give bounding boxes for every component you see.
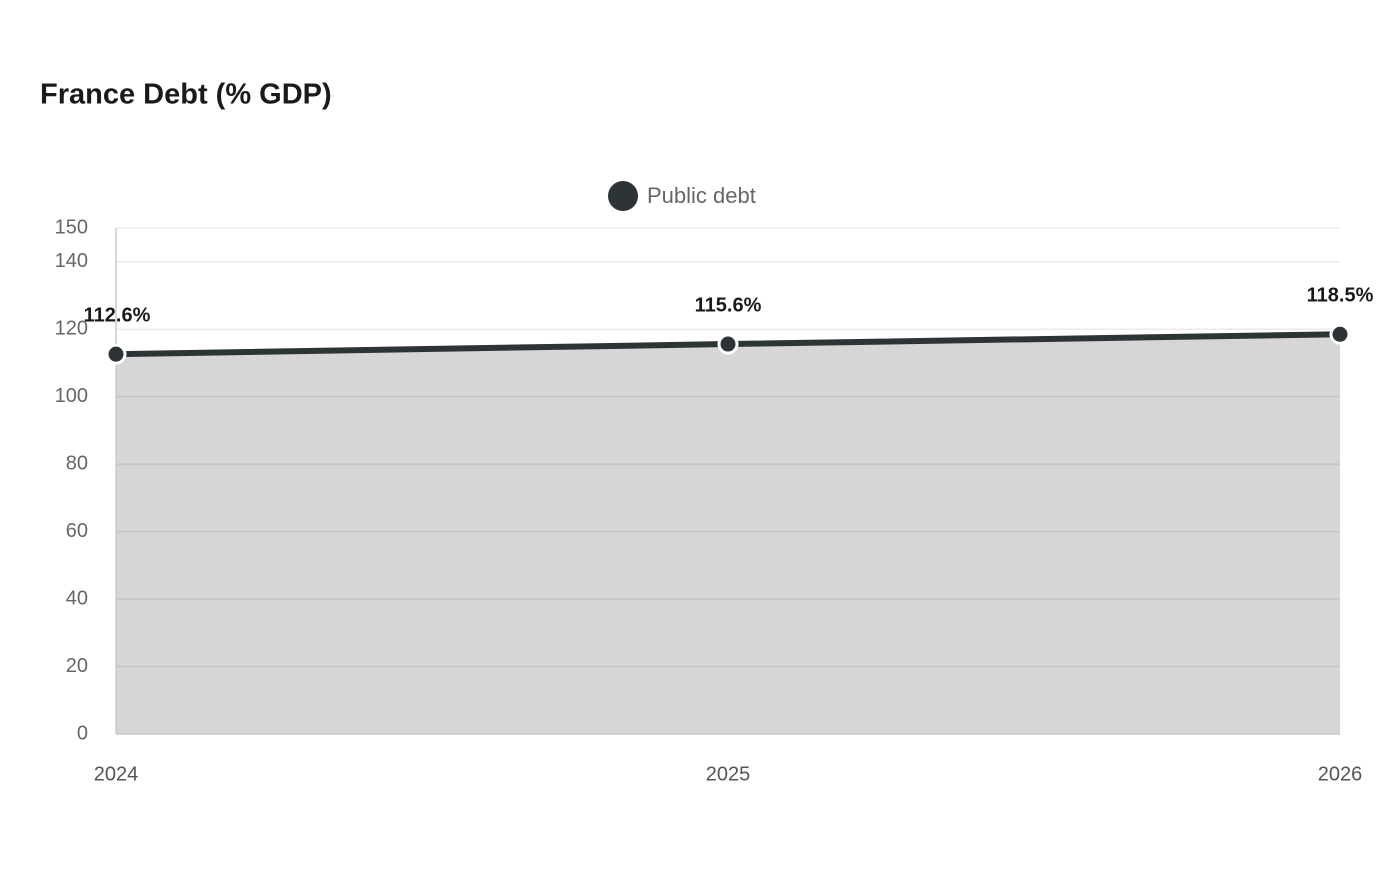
value-label: 115.6% (695, 294, 762, 316)
point (1329, 323, 1351, 345)
point (105, 343, 127, 365)
value-label: 118.5% (1307, 285, 1374, 307)
legend-label: Public debt (647, 183, 756, 208)
y-tick-label: 60 (66, 520, 88, 542)
y-tick-label: 0 (77, 722, 88, 744)
y-tick-label: 20 (66, 655, 88, 677)
y-tick-label: 140 (55, 250, 88, 272)
x-tick-label: 2026 (1318, 763, 1363, 785)
chart-title: France Debt (% GDP) (40, 79, 332, 111)
value-label: 112.6% (84, 304, 151, 326)
y-tick-label: 120 (55, 317, 88, 339)
x-tick-label: 2025 (706, 763, 751, 785)
x-tick-label: 2024 (94, 763, 139, 785)
point (717, 333, 739, 355)
legend-marker (608, 181, 638, 211)
y-tick-label: 150 (55, 216, 88, 238)
y-tick-label: 40 (66, 587, 88, 609)
y-tick-label: 100 (55, 385, 88, 407)
area-fill (116, 334, 1340, 734)
y-tick-label: 80 (66, 452, 88, 474)
